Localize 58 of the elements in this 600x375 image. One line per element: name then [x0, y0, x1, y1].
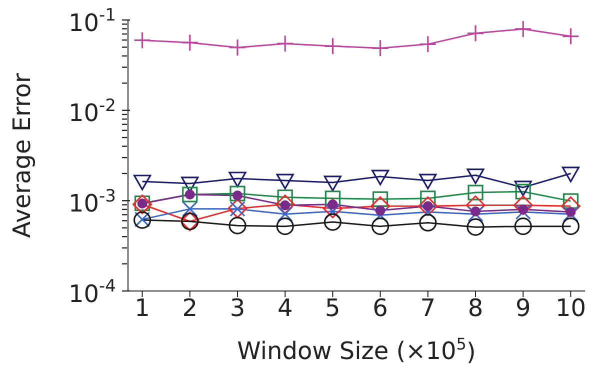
- point: [276, 34, 294, 52]
- point: [562, 193, 579, 209]
- point: [419, 214, 437, 232]
- x-tick-label: 5: [325, 294, 340, 322]
- point: [468, 206, 484, 222]
- point: [133, 31, 152, 50]
- x-tick-label: 1: [134, 294, 150, 322]
- point: [372, 39, 390, 57]
- point: [513, 195, 533, 216]
- x-tick-label: 3: [230, 294, 246, 322]
- point: [228, 172, 246, 188]
- point: [324, 176, 342, 192]
- point: [324, 190, 340, 206]
- point: [276, 174, 294, 190]
- point: [182, 201, 198, 217]
- point: [419, 174, 437, 190]
- x-tick-label: 6: [372, 294, 388, 322]
- point: [228, 216, 246, 234]
- point: [562, 28, 580, 46]
- y-tick-label: 10$^{-1}$: [68, 6, 116, 37]
- y-tick-label: 10$^{-2}$: [68, 96, 116, 128]
- point: [181, 34, 199, 52]
- x-tick-label: 7: [420, 294, 436, 322]
- point: [228, 38, 246, 56]
- y-tick-label: 10$^{-4}$: [68, 276, 116, 308]
- point: [276, 218, 294, 236]
- point: [277, 206, 293, 222]
- point: [275, 194, 295, 214]
- x-tick-label: 9: [515, 294, 531, 322]
- x-tick-label: 4: [277, 294, 293, 322]
- x-axis-title: Window Size (×10$^{5}$): [237, 334, 476, 366]
- point: [470, 206, 481, 216]
- x-tick-label: 2: [182, 294, 198, 322]
- point: [514, 218, 532, 236]
- point: [372, 170, 390, 186]
- point: [566, 206, 576, 217]
- point: [419, 35, 437, 53]
- point: [133, 174, 152, 190]
- point: [466, 168, 484, 184]
- point: [372, 218, 390, 236]
- point: [324, 37, 342, 55]
- y-axis-title: Average Error: [8, 73, 36, 238]
- point: [182, 186, 198, 202]
- point: [418, 196, 438, 216]
- y-tick-label: 10$^{-3}$: [68, 186, 116, 218]
- point: [322, 198, 342, 218]
- point: [562, 218, 580, 236]
- point: [466, 24, 484, 42]
- point: [324, 213, 342, 231]
- point: [468, 184, 484, 200]
- point: [230, 186, 246, 202]
- point: [562, 166, 580, 182]
- point: [515, 184, 531, 200]
- point: [514, 180, 532, 196]
- x-tick-label: 8: [468, 294, 484, 322]
- point: [466, 218, 484, 236]
- point: [514, 20, 532, 38]
- x-tick-label: 10: [555, 294, 586, 322]
